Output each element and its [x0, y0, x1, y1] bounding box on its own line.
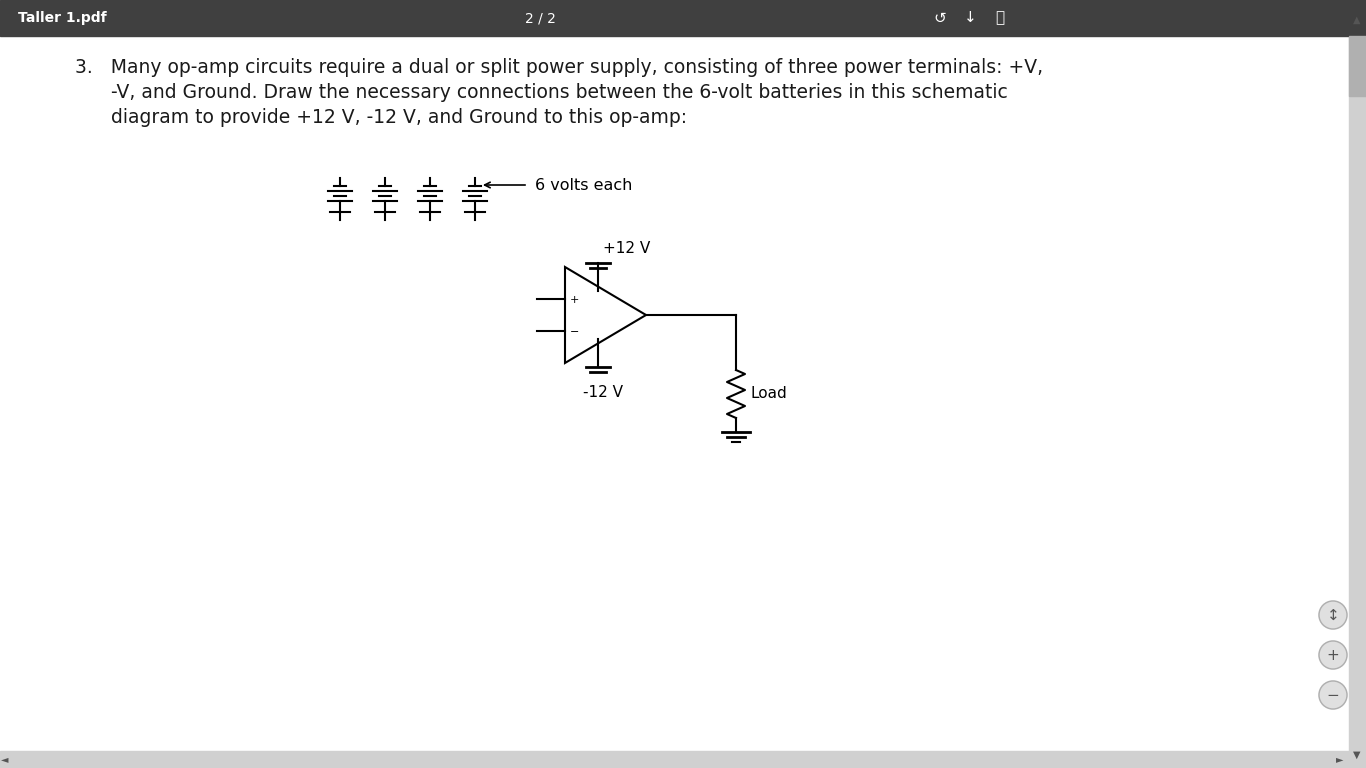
Text: ◄: ◄ — [1, 754, 8, 764]
Circle shape — [1320, 681, 1347, 709]
Text: diagram to provide +12 V, -12 V, and Ground to this op-amp:: diagram to provide +12 V, -12 V, and Gro… — [75, 108, 687, 127]
Text: Taller 1.pdf: Taller 1.pdf — [18, 11, 107, 25]
Text: ►: ► — [1336, 754, 1344, 764]
Bar — [1350, 0, 1366, 768]
Circle shape — [1320, 601, 1347, 629]
Bar — [0, 751, 1350, 768]
Text: Load: Load — [750, 386, 787, 402]
Bar — [1350, 36, 1366, 96]
Text: 3.   Many op-amp circuits require a dual or split power supply, consisting of th: 3. Many op-amp circuits require a dual o… — [75, 58, 1044, 77]
Text: ↓: ↓ — [963, 11, 977, 25]
Text: +: + — [570, 295, 579, 305]
Text: ↺: ↺ — [933, 11, 947, 25]
Circle shape — [1320, 641, 1347, 669]
Text: -12 V: -12 V — [583, 385, 623, 400]
Text: ▼: ▼ — [1354, 750, 1361, 760]
Text: -V, and Ground. Draw the necessary connections between the 6-volt batteries in t: -V, and Ground. Draw the necessary conne… — [75, 83, 1008, 102]
Text: −: − — [1326, 687, 1340, 703]
Text: ⎙: ⎙ — [996, 11, 1004, 25]
Text: ↕: ↕ — [1326, 607, 1340, 623]
Text: −: − — [570, 327, 579, 337]
Text: 2 / 2: 2 / 2 — [525, 11, 556, 25]
Bar — [0, 0, 1366, 36]
Text: 6 volts each: 6 volts each — [535, 177, 632, 193]
Text: ▲: ▲ — [1354, 15, 1361, 25]
Text: +: + — [1326, 647, 1340, 663]
Text: +12 V: +12 V — [602, 241, 650, 256]
